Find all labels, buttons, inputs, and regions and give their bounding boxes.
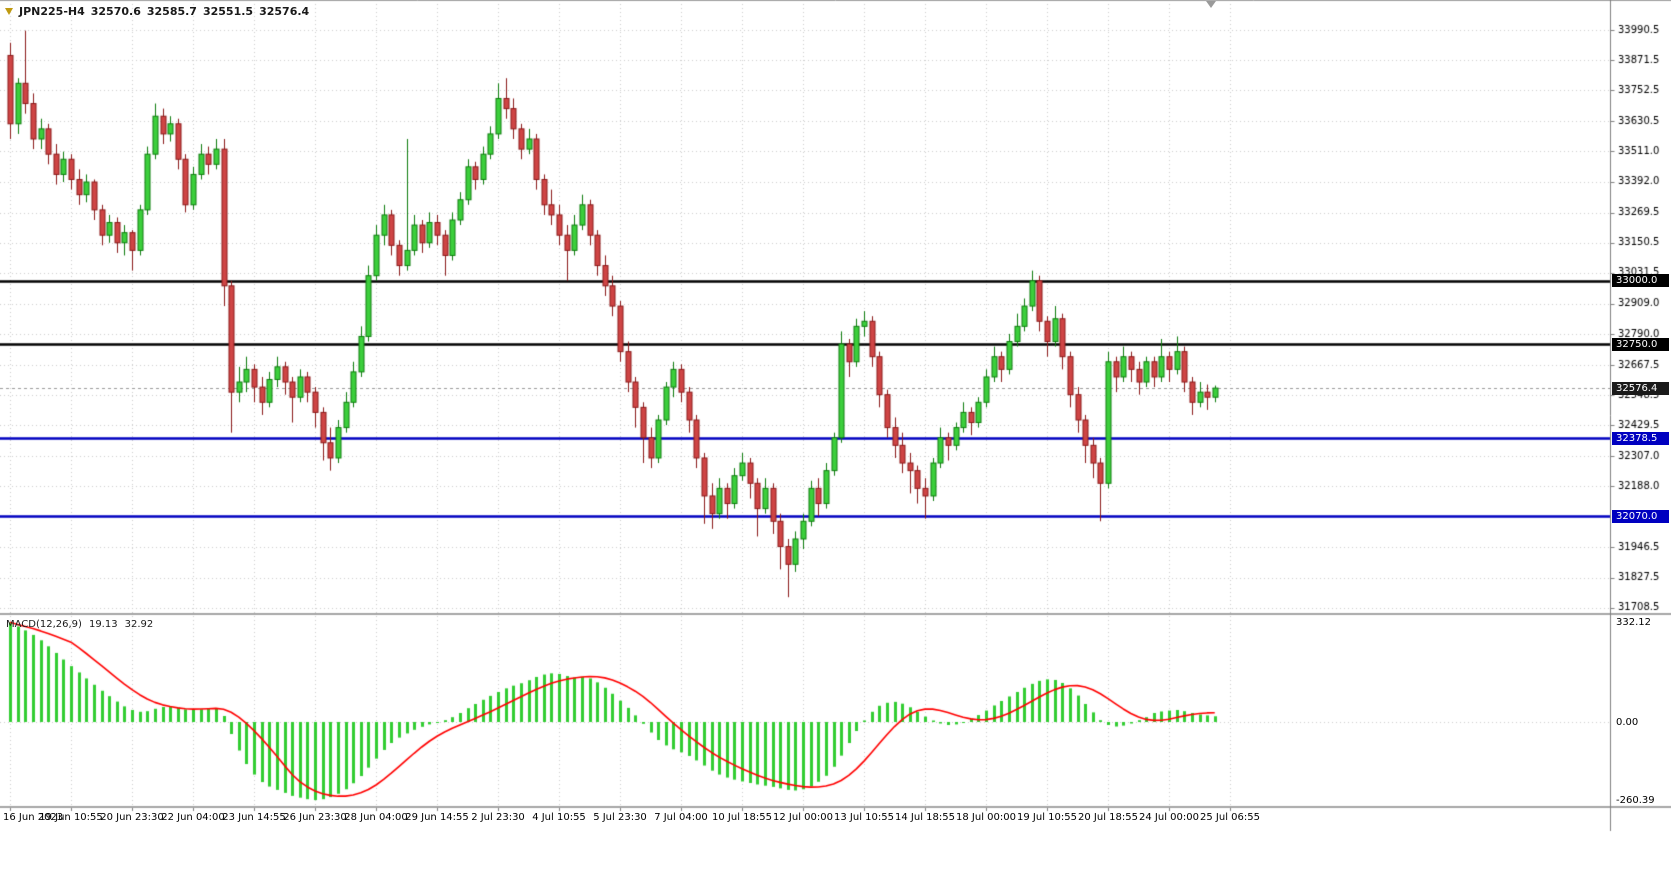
time-label: 24 Jul 00:00 xyxy=(1139,812,1199,823)
macd-signal-value: 32.92 xyxy=(124,619,154,630)
symbol-low-value: 32551.5 xyxy=(202,5,254,18)
macd-main-value: 19.13 xyxy=(88,619,118,630)
time-label: 4 Jul 10:55 xyxy=(532,812,586,823)
time-label: 19 Jun 10:55 xyxy=(39,812,103,823)
symbol-close-value: 32576.4 xyxy=(259,5,310,18)
price-line-tag-32070.0[interactable]: 32070.0 xyxy=(1612,509,1669,523)
price-line-tag-32576.4[interactable]: 32576.4 xyxy=(1612,381,1669,395)
symbol-name: JPN225-H4 xyxy=(19,5,85,18)
symbol-ohlc-label: JPN225-H4 32570.6 32585.7 32551.5 32576.… xyxy=(5,5,309,18)
time-label: 7 Jul 04:00 xyxy=(654,812,708,823)
time-label: 10 Jul 18:55 xyxy=(712,812,772,823)
time-label: 20 Jul 18:55 xyxy=(1078,812,1138,823)
time-label: 28 Jun 04:00 xyxy=(344,812,408,823)
time-label: 22 Jun 04:00 xyxy=(161,812,225,823)
time-label: 20 Jun 23:30 xyxy=(100,812,164,823)
time-axis: 16 Jun 2023 19 Jun 10:55 20 Jun 23:30 22 Ju… xyxy=(0,812,1671,828)
time-label: 25 Jul 06:55 xyxy=(1200,812,1260,823)
time-label: 16 Jun 2023 xyxy=(3,812,64,823)
price-line-tag-32378.5[interactable]: 32378.5 xyxy=(1612,431,1669,445)
macd-scale-min: -260.39 xyxy=(1616,794,1655,806)
macd-indicator-label: MACD(12,26,9) 19.13 32.92 xyxy=(6,619,153,630)
symbol-high-value: 32585.7 xyxy=(146,5,197,18)
symbol-triangle-down-icon xyxy=(5,8,13,15)
time-label: 29 Jun 14:55 xyxy=(405,812,469,823)
price-line-tag-32750.0[interactable]: 32750.0 xyxy=(1612,337,1669,351)
time-label: 26 Jun 23:30 xyxy=(283,812,347,823)
symbol-open-value: 32570.6 xyxy=(90,5,141,18)
macd-name: MACD(12,26,9) xyxy=(6,619,82,630)
time-label: 18 Jul 00:00 xyxy=(956,812,1016,823)
time-label: 2 Jul 23:30 xyxy=(471,812,525,823)
macd-scale-max: 332.12 xyxy=(1616,616,1651,628)
time-label: 12 Jul 00:00 xyxy=(773,812,833,823)
time-label: 14 Jul 18:55 xyxy=(895,812,955,823)
time-label: 5 Jul 23:30 xyxy=(593,812,647,823)
chart-shift-marker-icon[interactable] xyxy=(1206,1,1216,8)
macd-scale-zero: 0.00 xyxy=(1616,716,1639,728)
time-label: 23 Jun 14:55 xyxy=(222,812,286,823)
price-line-tag-33000.0[interactable]: 33000.0 xyxy=(1612,274,1669,288)
time-label: 13 Jul 10:55 xyxy=(834,812,894,823)
time-label: 19 Jul 10:55 xyxy=(1017,812,1077,823)
